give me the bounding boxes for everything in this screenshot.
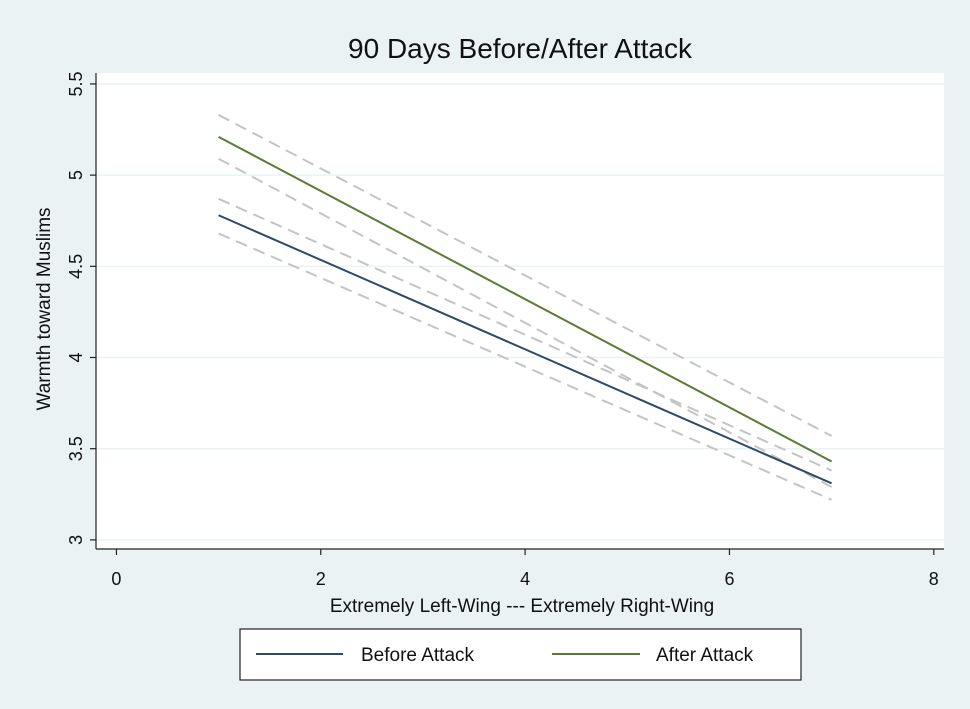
ci-upper-before-attack (218, 197, 833, 472)
legend: Before Attack After Attack (239, 628, 802, 681)
y-tick-label: 3 (66, 535, 86, 545)
y-axis-title: Warmth toward Muslims (34, 207, 55, 410)
x-tick-label: 4 (520, 569, 530, 589)
series-line-before-attack (218, 214, 833, 485)
chart-title: 90 Days Before/After Attack (348, 33, 693, 64)
axes (95, 73, 944, 550)
legend-label-before-attack: Before Attack (361, 645, 475, 666)
y-tick-label: 5 (66, 170, 86, 180)
x-tick-label: 6 (724, 569, 734, 589)
series-line-after-attack (218, 135, 833, 463)
ticks: 3 3.5 4 4.5 5 5.5 0 2 4 6 8 (66, 71, 939, 589)
ci-lower-before-attack (218, 232, 833, 501)
series-lines (218, 135, 833, 485)
legend-label-after-attack: After Attack (656, 645, 754, 666)
x-tick-label: 8 (929, 569, 939, 589)
ci-lower-after-attack (218, 157, 833, 488)
x-tick-label: 0 (111, 569, 121, 589)
y-tick-label: 3.5 (66, 436, 86, 461)
confidence-intervals (218, 114, 833, 501)
ci-upper-after-attack (218, 114, 833, 437)
y-tick-label: 4.5 (66, 254, 86, 279)
x-tick-label: 2 (316, 569, 326, 589)
legend-box (239, 628, 802, 681)
x-axis-title: Extremely Left-Wing --- Extremely Right-… (330, 596, 714, 617)
grid-lines (96, 83, 944, 541)
y-tick-label: 4 (66, 352, 86, 362)
y-tick-label: 5.5 (66, 71, 86, 96)
